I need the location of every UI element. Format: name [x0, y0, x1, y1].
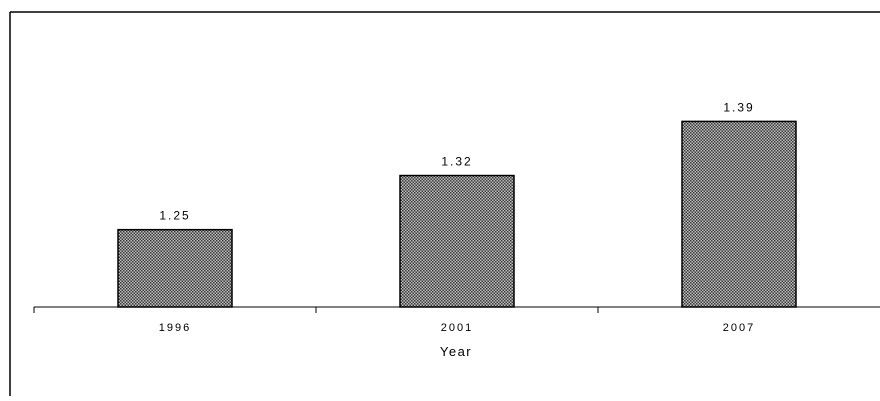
x-axis-label: Year — [440, 344, 472, 359]
data-label-2007: 1.39 — [723, 100, 754, 114]
bar-1996 — [117, 228, 233, 308]
bar-2001 — [399, 174, 515, 308]
x-tick-label-2007: 2007 — [723, 322, 755, 334]
bar-2007 — [681, 120, 797, 308]
x-tick-label-2001: 2001 — [441, 322, 473, 334]
x-ticks-group: 1996 2001 2007 — [33, 307, 755, 334]
data-label-1996: 1.25 — [159, 209, 190, 223]
bars-group: 1.25 1.32 1.39 — [117, 100, 797, 308]
data-label-2001: 1.32 — [441, 155, 472, 169]
x-tick-label-1996: 1996 — [159, 322, 191, 334]
